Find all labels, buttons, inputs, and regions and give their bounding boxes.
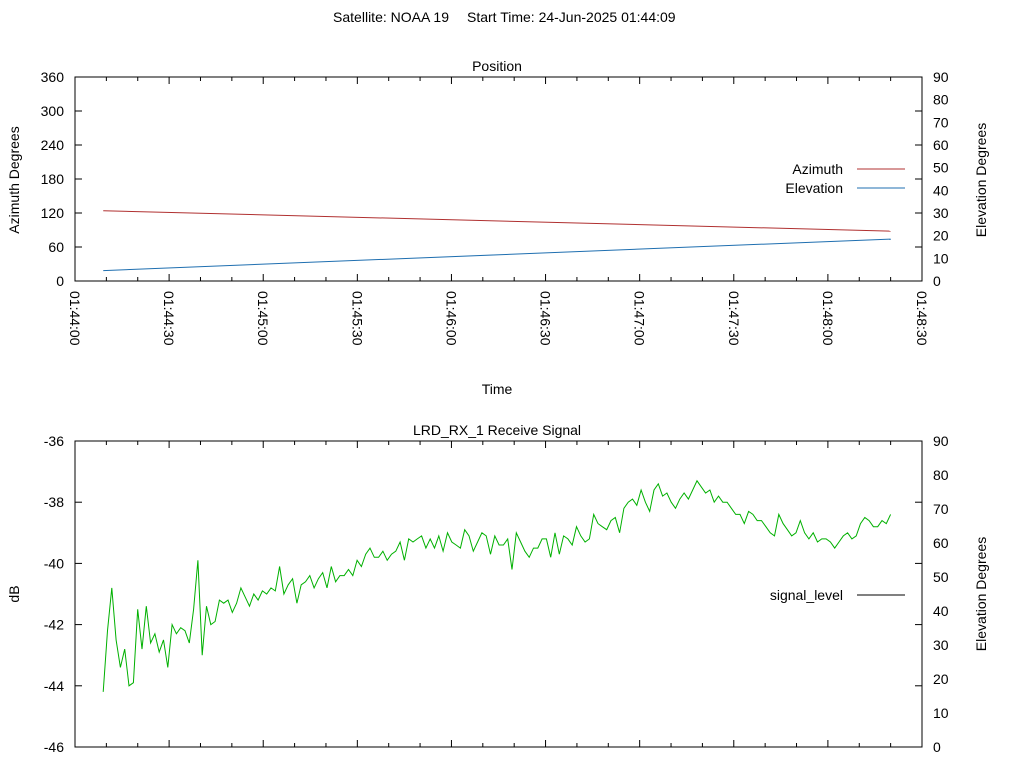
position-y2-tick-label: 70 (933, 114, 949, 130)
position-x-tick-label: 01:46:30 (538, 291, 554, 346)
position-x-tick-label: 01:44:00 (67, 291, 83, 346)
legend-azimuth-label: Azimuth (792, 161, 843, 177)
signal-y2-tick-label: 90 (933, 433, 949, 449)
position-y2-tick-label: 0 (933, 273, 941, 289)
position-xlabel: Time (482, 381, 513, 397)
signal-plot-frame (74, 440, 923, 748)
position-x-tick-label: 01:48:00 (820, 291, 836, 346)
signal-title: LRD_RX_1 Receive Signal (413, 422, 581, 438)
signal-y2-tick-label: 20 (933, 671, 949, 687)
signal-y-tick-label: -40 (44, 555, 64, 571)
position-x-tick-label: 01:44:30 (161, 291, 177, 346)
position-y-tick-label: 120 (41, 205, 65, 221)
signal-y2-tick-label: 40 (933, 603, 949, 619)
signal-y-tick-label: -44 (44, 678, 64, 694)
position-y2-tick-label: 40 (933, 182, 949, 198)
signal-y2label: Elevation Degrees (973, 537, 989, 651)
legend-elevation-label: Elevation (785, 180, 843, 196)
signal-level-line (102, 479, 892, 692)
start-time-label: Start Time: 24-Jun-2025 01:44:09 (467, 9, 676, 25)
position-y-tick-label: 300 (41, 103, 65, 119)
position-ylabel: Azimuth Degrees (6, 126, 22, 233)
legend-signal-label: signal_level (770, 587, 843, 603)
position-y2-tick-label: 60 (933, 137, 949, 153)
signal-y2-tick-label: 80 (933, 467, 949, 483)
position-x-tick-label: 01:47:00 (632, 291, 648, 346)
azimuth-line (103, 210, 891, 232)
signal-ylabel: dB (6, 585, 22, 602)
position-y2label: Elevation Degrees (973, 123, 989, 237)
position-y-tick-label: 60 (48, 239, 64, 255)
position-y2-tick-label: 30 (933, 205, 949, 221)
position-y2-tick-label: 80 (933, 92, 949, 108)
position-y-tick-label: 240 (41, 137, 65, 153)
signal-y2-tick-label: 30 (933, 637, 949, 653)
signal-y2-tick-label: 0 (933, 739, 941, 755)
position-y2-tick-label: 10 (933, 250, 949, 266)
signal-y2-tick-label: 60 (933, 535, 949, 551)
signal-y-tick-label: -38 (44, 494, 64, 510)
position-title: Position (472, 58, 522, 74)
position-x-tick-label: 01:45:00 (255, 291, 271, 346)
position-y-tick-label: 180 (41, 171, 65, 187)
position-y-tick-label: 0 (56, 273, 64, 289)
position-y2-tick-label: 20 (933, 228, 949, 244)
signal-y2-tick-label: 10 (933, 705, 949, 721)
position-y-tick-label: 360 (41, 69, 65, 85)
position-y2-tick-label: 50 (933, 160, 949, 176)
position-x-tick-label: 01:46:00 (443, 291, 459, 346)
position-y2-tick-label: 90 (933, 69, 949, 85)
elevation-line (103, 238, 891, 272)
signal-y2-tick-label: 70 (933, 501, 949, 517)
signal-y-tick-label: -36 (44, 433, 64, 449)
position-x-tick-label: 01:48:30 (914, 291, 930, 346)
signal-y2-tick-label: 50 (933, 569, 949, 585)
position-x-tick-label: 01:47:30 (726, 291, 742, 346)
satellite-label: Satellite: NOAA 19 (333, 9, 449, 25)
position-x-tick-label: 01:45:30 (349, 291, 365, 346)
position-plot-frame (74, 76, 923, 282)
signal-y-tick-label: -46 (44, 739, 64, 755)
signal-y-tick-label: -42 (44, 617, 64, 633)
